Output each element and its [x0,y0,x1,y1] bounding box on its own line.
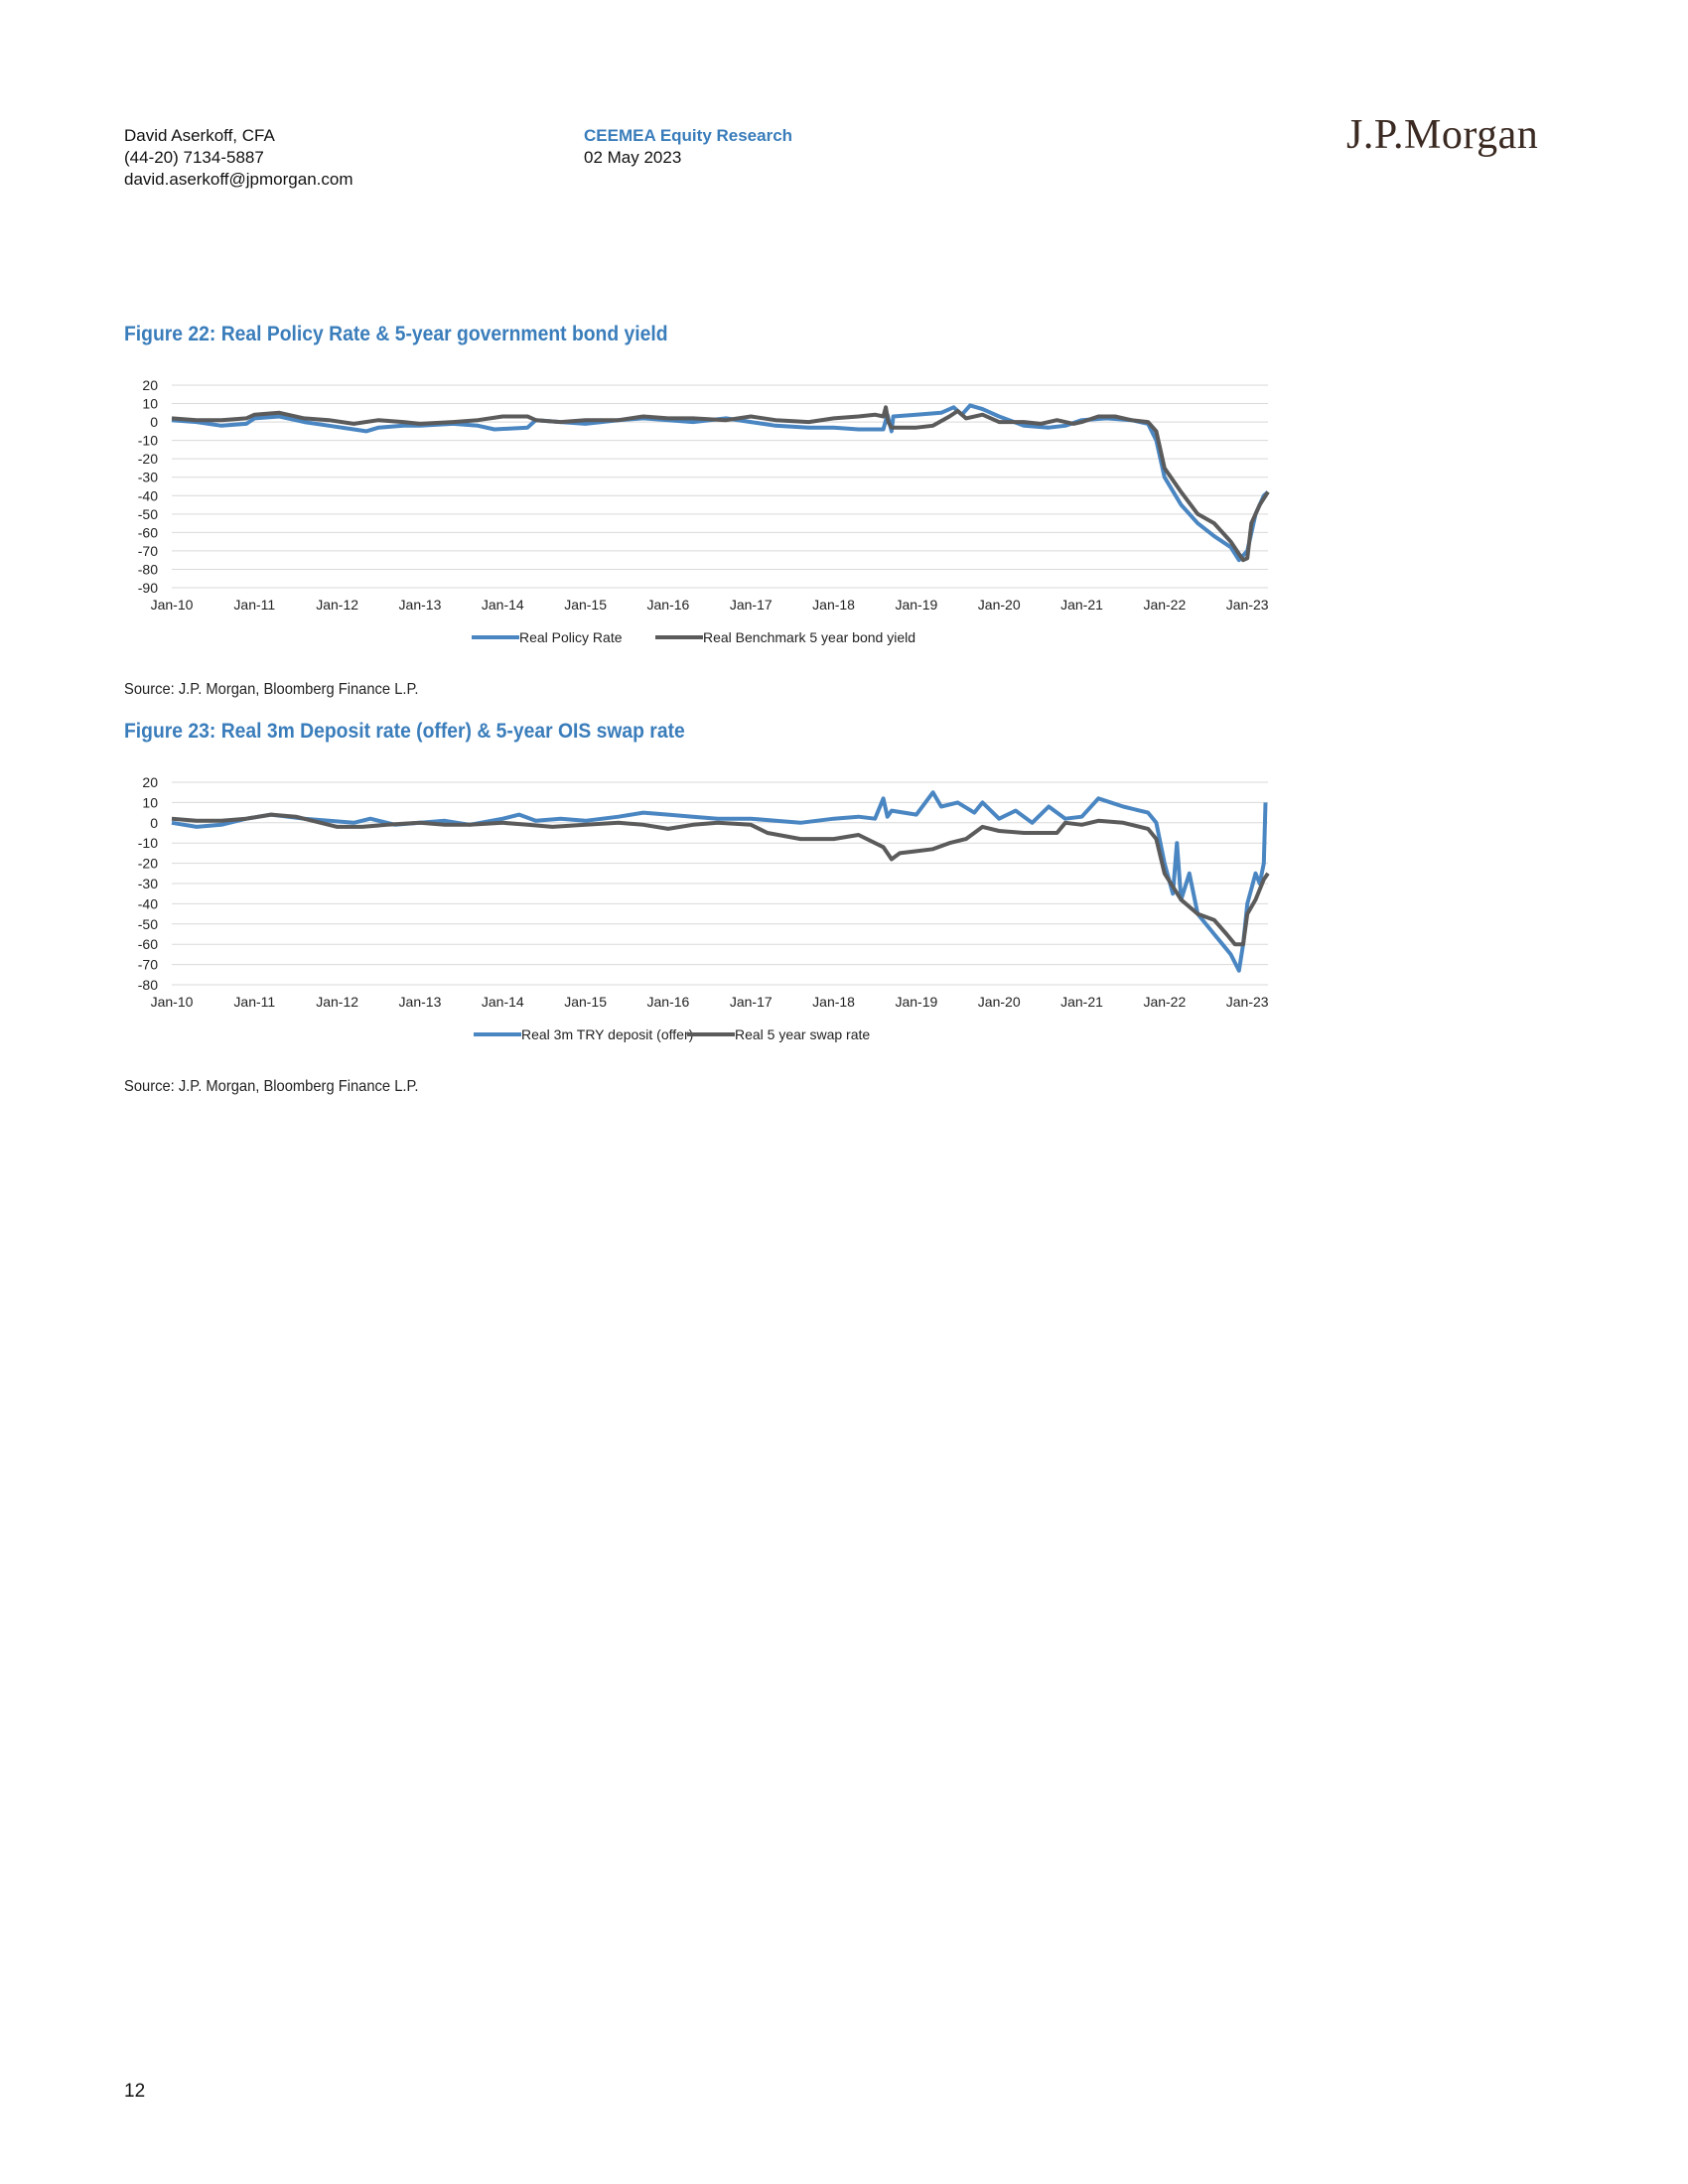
x-tick-label: Jan-19 [895,994,937,1010]
x-tick-label: Jan-14 [482,994,524,1010]
figure-23-title: Figure 23: Real 3m Deposit rate (offer) … [124,720,685,743]
legend-label: Real Benchmark 5 year bond yield [703,629,915,645]
x-tick-label: Jan-23 [1226,597,1269,613]
x-tick-label: Jan-16 [647,994,690,1010]
y-tick-label: -80 [138,977,158,993]
report-date: 02 May 2023 [584,148,682,167]
y-tick-label: -50 [138,916,158,932]
y-tick-label: -90 [138,580,158,596]
x-tick-label: Jan-16 [647,597,690,613]
x-tick-label: Jan-11 [233,994,275,1010]
y-tick-label: -60 [138,936,158,952]
series-line-blue [171,403,1270,563]
figure-23-source: Source: J.P. Morgan, Bloomberg Finance L… [124,1078,419,1095]
department-label: CEEMEA Equity Research [584,126,793,145]
x-tick-label: Jan-13 [399,994,442,1010]
legend-label: Real 5 year swap rate [735,1026,870,1042]
x-tick-label: Jan-17 [730,994,773,1010]
y-tick-label: 10 [142,794,158,810]
x-tick-label: Jan-14 [482,597,524,613]
series-line-grey [171,812,1270,947]
x-tick-label: Jan-22 [1143,994,1186,1010]
author-name: David Aserkoff, CFA [124,126,275,145]
x-tick-label: Jan-17 [730,597,773,613]
legend-label: Real 3m TRY deposit (offer) [521,1026,693,1042]
y-tick-label: -10 [138,433,158,449]
y-tick-label: 0 [150,414,158,430]
y-tick-label: -30 [138,470,158,485]
figure-23-chart: 20 10 0 -10 -20 -30 -40 -50 -60 -70 -80 Jan-10 Jan-1… [124,764,1276,1067]
x-tick-label: Jan-11 [233,597,275,613]
page-number: 12 [124,2081,146,2102]
author-block: David Aserkoff, CFA (44-20) 7134-5887 da… [124,125,353,191]
x-tick-label: Jan-18 [812,597,855,613]
y-tick-label: -20 [138,451,158,467]
figure-22-chart: 20 10 0 -10 -20 -30 -40 -50 -60 -70 -80 -90 Jan-10 Ja… [124,367,1276,670]
series-line-grey [171,405,1270,563]
y-tick-label: -60 [138,524,158,540]
x-tick-label: Jan-13 [399,597,442,613]
author-phone: (44-20) 7134-5887 [124,148,264,167]
x-tick-label: Jan-19 [895,597,937,613]
y-tick-label: -70 [138,957,158,973]
legend-label: Real Policy Rate [519,629,623,645]
x-tick-label: Jan-22 [1143,597,1186,613]
y-tick-label: 20 [142,774,158,790]
x-tick-label: Jan-18 [812,994,855,1010]
x-tick-label: Jan-20 [978,994,1021,1010]
y-tick-label: -80 [138,561,158,577]
y-tick-label: -40 [138,487,158,503]
y-tick-label: -70 [138,543,158,559]
x-tick-label: Jan-21 [1060,597,1103,613]
y-tick-label: -10 [138,835,158,851]
y-tick-label: -40 [138,895,158,911]
x-tick-label: Jan-12 [316,597,358,613]
x-tick-label: Jan-10 [151,994,194,1010]
x-tick-label: Jan-15 [564,994,607,1010]
x-tick-label: Jan-21 [1060,994,1103,1010]
figure-22-source: Source: J.P. Morgan, Bloomberg Finance L… [124,681,419,698]
y-tick-label: -50 [138,506,158,522]
jpmorgan-logo: J.P.Morgan [1346,112,1539,158]
y-tick-label: 0 [150,815,158,831]
x-tick-label: Jan-15 [564,597,607,613]
x-tick-label: Jan-20 [978,597,1021,613]
report-block: CEEMEA Equity Research 02 May 2023 [584,125,792,169]
x-tick-label: Jan-23 [1226,994,1269,1010]
y-tick-label: -20 [138,856,158,872]
x-tick-label: Jan-12 [316,994,358,1010]
figure-22-title: Figure 22: Real Policy Rate & 5-year gov… [124,323,668,345]
author-email[interactable]: david.aserkoff@jpmorgan.com [124,170,353,189]
y-tick-label: 10 [142,396,158,412]
y-tick-label: -30 [138,876,158,891]
y-tick-label: 20 [142,377,158,393]
x-tick-label: Jan-10 [151,597,194,613]
